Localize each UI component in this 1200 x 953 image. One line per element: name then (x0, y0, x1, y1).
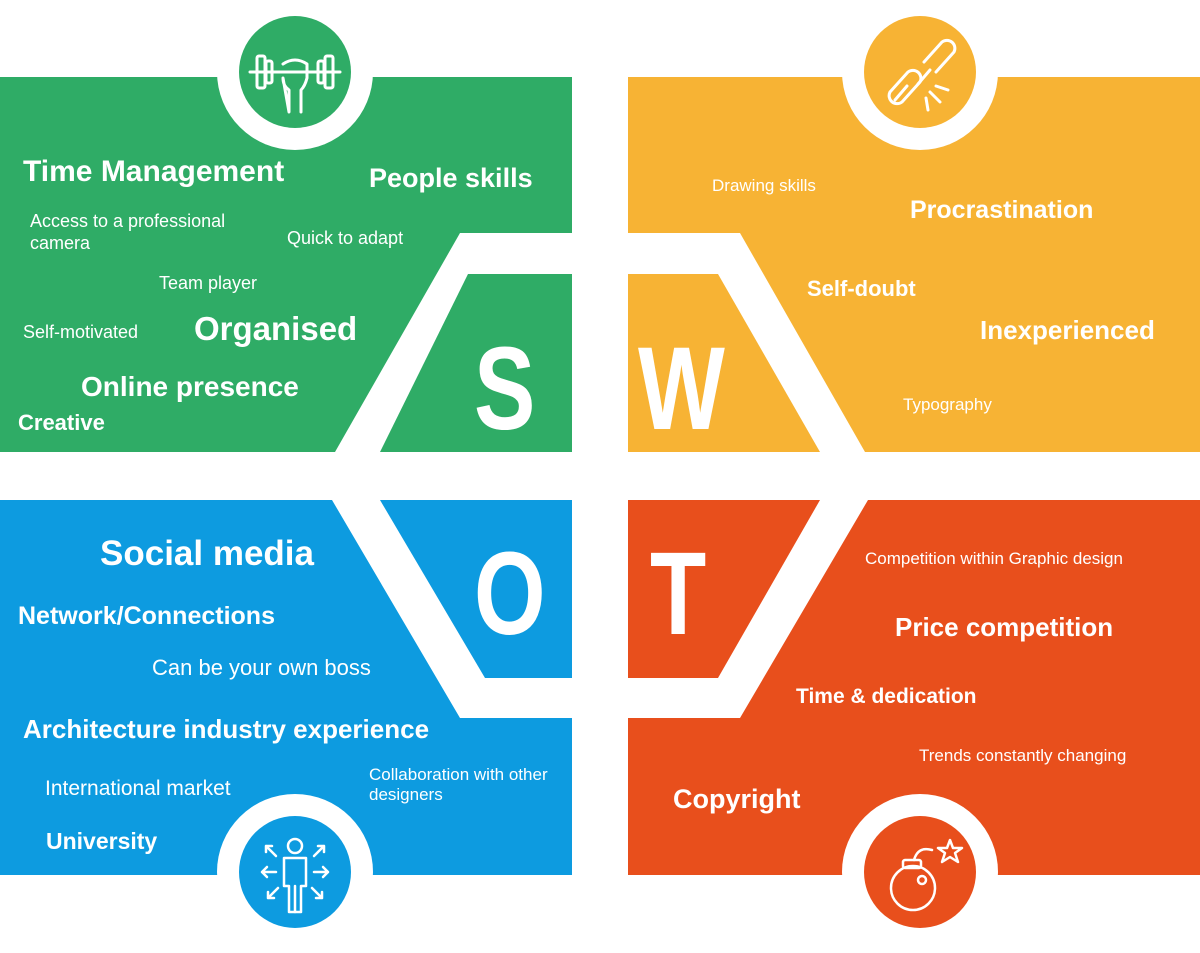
threat-item: Price competition (895, 612, 1114, 642)
strength-item: Creative (18, 410, 105, 435)
opportunity-item: Can be your own boss (152, 655, 371, 680)
bomb-icon (842, 794, 998, 950)
threats-panel (628, 500, 1200, 875)
opportunity-item: University (46, 828, 158, 854)
threat-item: Trends constantly changing (919, 746, 1127, 765)
opportunity-item: Architecture industry experience (23, 714, 430, 744)
weaknesses-panel (628, 77, 1200, 452)
weakness-item: Self-doubt (807, 276, 916, 301)
opportunities-panel (0, 500, 572, 875)
strengths-panel (0, 77, 572, 452)
opportunity-item: Social media (100, 534, 314, 573)
strengths-letter-block (380, 274, 572, 452)
strength-item: Online presence (81, 371, 299, 402)
opportunities-letter-block (380, 500, 572, 678)
strength-item: Organised (194, 310, 358, 347)
opportunity-item: International market (45, 777, 231, 800)
strength-item: People skills (369, 163, 533, 193)
opportunities-letter: O (474, 528, 546, 660)
weakness-item: Inexperienced (980, 315, 1155, 345)
broken-chain-icon (842, 0, 998, 150)
threat-item: Competition within Graphic design (865, 549, 1123, 568)
strength-item: Access to a professional camera (30, 211, 226, 253)
threat-item: Time & dedication (796, 685, 977, 708)
threat-item: Copyright (673, 784, 801, 814)
opportunity-item: Collaboration with other designers (369, 765, 548, 805)
threats-letter: T (650, 528, 707, 660)
opportunity-item: Network/Connections (18, 602, 275, 630)
strengths-letter: S (474, 323, 536, 455)
person-arrows-icon (217, 794, 373, 950)
strength-item: Quick to adapt (287, 228, 404, 248)
threats-letter-block (628, 500, 820, 678)
weaknesses-letter-block (628, 274, 820, 452)
weaknesses-letter: W (638, 323, 725, 455)
strength-item: Self-motivated (23, 322, 139, 342)
strength-item: Team player (159, 273, 258, 293)
weakness-item: Drawing skills (712, 176, 816, 195)
weakness-item: Typography (903, 395, 992, 414)
dumbbell-icon (217, 0, 373, 150)
weakness-item: Procrastination (910, 196, 1094, 224)
strength-item: Time Management (23, 155, 285, 188)
